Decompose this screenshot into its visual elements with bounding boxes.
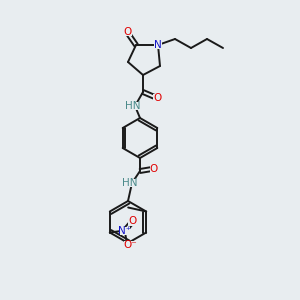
- Bar: [122, 28, 131, 36]
- Text: O: O: [150, 164, 158, 174]
- Bar: [123, 179, 137, 187]
- Bar: [152, 94, 161, 102]
- Text: O: O: [153, 93, 161, 103]
- Bar: [128, 218, 137, 226]
- Bar: [126, 102, 140, 110]
- Bar: [149, 165, 158, 173]
- Text: N⁺: N⁺: [118, 226, 131, 236]
- Bar: [154, 41, 162, 49]
- Bar: [120, 226, 130, 235]
- Text: O: O: [123, 27, 131, 37]
- Bar: [124, 241, 136, 248]
- Text: O⁻: O⁻: [123, 239, 137, 250]
- Text: HN: HN: [122, 178, 138, 188]
- Text: O: O: [129, 217, 137, 226]
- Text: HN: HN: [125, 101, 141, 111]
- Text: N: N: [154, 40, 162, 50]
